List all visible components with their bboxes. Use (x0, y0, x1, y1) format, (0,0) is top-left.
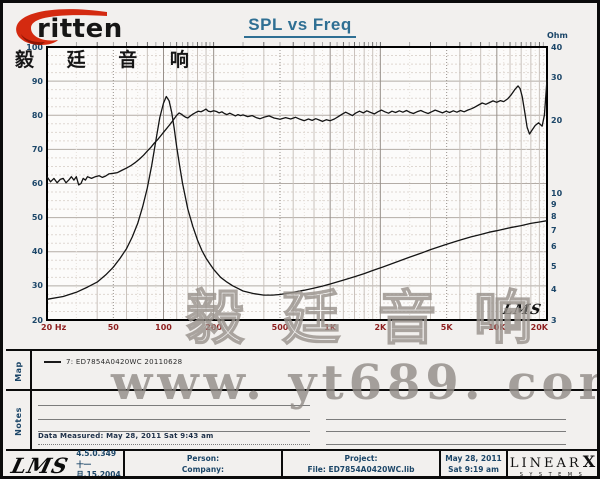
right-tick-label: 5 (551, 261, 557, 271)
footer-project-cell: Project: File: ED7854A0420WC.lib (281, 451, 439, 476)
footer-time: Sat 9:19 am (448, 465, 499, 474)
left-tick-label: 100 (26, 42, 43, 52)
footer-linearx-cell: LINEAR X SYSTEMS (506, 451, 599, 478)
legend-text: 7: ED7854A0420WC 20110628 (66, 358, 183, 366)
spl-vs-freq-chart (46, 42, 548, 321)
freq-tick-label: 1K (324, 323, 337, 332)
legend-entry: 7: ED7854A0420WC 20110628 (44, 358, 182, 366)
freq-tick-label: 10K (488, 323, 506, 332)
notes-rule-line (326, 431, 566, 432)
company-label: Company: (181, 465, 225, 474)
freq-tick-label: 50 (107, 323, 119, 332)
notes-rule-line (38, 419, 310, 420)
legend-line-swatch (44, 361, 61, 363)
freq-tick-label: 20 Hz (41, 323, 67, 332)
notes-rule-line (38, 431, 310, 432)
linearx-logo-bottom: SYSTEMS (519, 472, 589, 478)
right-tick-label: 6 (551, 242, 557, 252)
notes-rule-line (38, 444, 310, 445)
footer-bar: LMS 4.5.0.349 十一月.15.2004 Person: Compan… (6, 449, 599, 479)
left-tick-label: 90 (31, 76, 43, 86)
freq-tick-label: 100 (155, 323, 172, 332)
notes-section-label-box: Notes (6, 391, 32, 451)
left-tick-label: 40 (31, 247, 43, 257)
logo-swoosh-icon (16, 9, 107, 45)
data-measured-text: Data Measured: May 28, 2011 Sat 9:43 am (38, 432, 214, 440)
page-title: SPL vs Freq (244, 15, 356, 38)
map-section-label: Map (13, 360, 23, 382)
page-title-wrap: SPL vs Freq (3, 15, 597, 38)
left-tick-label: 70 (31, 144, 43, 154)
file-label: File: ED7854A0420WC.lib (307, 465, 415, 474)
notes-section-label: Notes (13, 406, 23, 436)
freq-tick-label: 5K (440, 323, 453, 332)
curve-spl (46, 79, 548, 186)
right-tick-label: 9 (551, 199, 557, 209)
curve-impedance (46, 95, 548, 300)
notes-rule-line (326, 444, 566, 445)
version-block: 4.5.0.349 十一月.15.2004 (76, 449, 123, 479)
right-tick-label: 4 (551, 285, 557, 295)
notes-section: Notes Data Measured: May 28, 2011 Sat 9:… (6, 389, 597, 451)
footer-date: May 28, 2011 (445, 454, 502, 464)
footer-person-cell: Person: Company: (123, 451, 281, 476)
right-axis-unit-label: Ohm (547, 31, 568, 40)
brand-logo: ritten (11, 7, 151, 47)
linearx-logo: LINEAR X SYSTEMS (509, 452, 599, 478)
right-tick-label: 3 (551, 315, 557, 325)
freq-tick-label: 200 (205, 323, 222, 332)
map-section-label-box: Map (6, 351, 32, 391)
right-tick-label: 10 (551, 188, 563, 198)
footer-date-cell: May 28, 2011 Sat 9:19 am (439, 451, 506, 476)
left-tick-label: 30 (31, 281, 43, 291)
freq-tick-label: 20K (530, 323, 548, 332)
linearx-logo-top: LINEAR X (509, 452, 599, 471)
right-tick-label: 7 (551, 226, 557, 236)
right-tick-label: 40 (551, 42, 563, 52)
notes-rule-line (326, 419, 566, 420)
logo-text: ritten (37, 14, 123, 44)
left-tick-label: 60 (31, 179, 43, 188)
freq-tick-label: 2K (374, 323, 387, 332)
notes-rule-line (38, 405, 310, 406)
right-tick-label: 20 (551, 115, 563, 125)
version-number: 4.5.0.349 (76, 449, 117, 459)
lms-logo: LMS (8, 452, 72, 478)
left-tick-label: 50 (31, 213, 43, 223)
project-label: Project: (344, 454, 378, 464)
chart-corner-lms-logo: LMS (501, 302, 544, 318)
version-date: 十一月.15.2004 (76, 459, 121, 479)
person-label: Person: (186, 454, 220, 464)
footer-lms-cell: LMS 4.5.0.349 十一月.15.2004 (6, 449, 123, 479)
map-section: Map 7: ED7854A0420WC 20110628 (6, 349, 597, 391)
left-tick-label: 80 (31, 110, 43, 120)
freq-tick-label: 500 (271, 323, 289, 332)
logo-chinese-text: 毅 廷 音 响 (15, 49, 202, 71)
right-tick-label: 30 (551, 72, 563, 82)
right-tick-label: 8 (551, 212, 557, 222)
left-tick-label: 20 (31, 315, 43, 325)
